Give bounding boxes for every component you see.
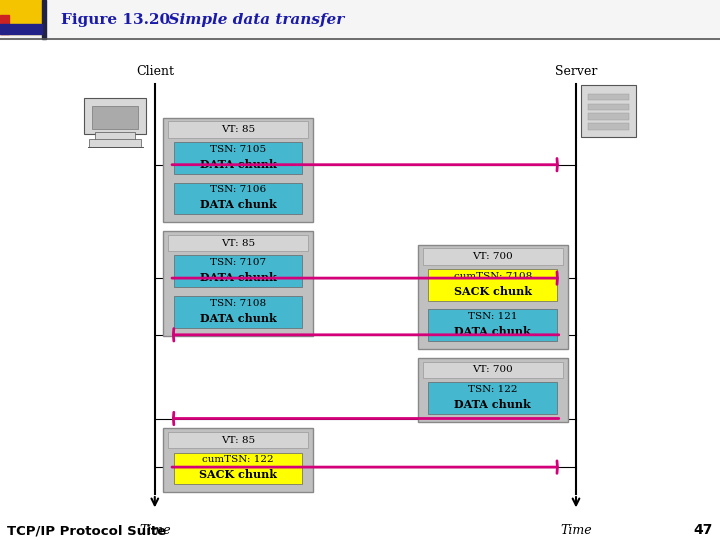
Bar bbox=[174, 453, 302, 484]
Text: TSN: 7108: TSN: 7108 bbox=[210, 299, 266, 308]
Text: VT: 85: VT: 85 bbox=[221, 239, 255, 247]
Text: SACK chunk: SACK chunk bbox=[199, 469, 277, 481]
Text: cumTSN: 7108: cumTSN: 7108 bbox=[454, 272, 532, 281]
Text: cumTSN: 122: cumTSN: 122 bbox=[202, 455, 274, 464]
Bar bbox=[588, 94, 629, 100]
Text: Figure 13.20: Figure 13.20 bbox=[61, 13, 171, 26]
Text: VT: 85: VT: 85 bbox=[221, 125, 255, 134]
Bar bbox=[168, 122, 308, 138]
Text: Client: Client bbox=[136, 65, 174, 78]
Text: TSN: 122: TSN: 122 bbox=[468, 385, 518, 394]
Text: TCP/IP Protocol Suite: TCP/IP Protocol Suite bbox=[7, 524, 166, 537]
Bar bbox=[428, 269, 557, 301]
Text: Server: Server bbox=[555, 65, 597, 78]
Text: DATA chunk: DATA chunk bbox=[199, 313, 276, 324]
Text: TSN: 7106: TSN: 7106 bbox=[210, 185, 266, 194]
Text: Simple data transfer: Simple data transfer bbox=[158, 13, 345, 26]
Bar bbox=[428, 309, 557, 341]
Bar bbox=[95, 132, 135, 140]
FancyBboxPatch shape bbox=[163, 428, 313, 492]
Bar bbox=[0, 0, 720, 39]
Text: TSN: 121: TSN: 121 bbox=[468, 312, 518, 321]
Text: VT: 700: VT: 700 bbox=[472, 252, 513, 261]
Bar bbox=[168, 432, 308, 448]
Bar bbox=[0, 0, 42, 34]
Text: DATA chunk: DATA chunk bbox=[199, 272, 276, 284]
Text: DATA chunk: DATA chunk bbox=[199, 159, 276, 170]
Text: TSN: 7107: TSN: 7107 bbox=[210, 258, 266, 267]
FancyBboxPatch shape bbox=[418, 358, 568, 422]
Bar bbox=[168, 235, 308, 251]
Text: DATA chunk: DATA chunk bbox=[199, 199, 276, 211]
Bar bbox=[42, 0, 46, 39]
Text: DATA chunk: DATA chunk bbox=[454, 399, 531, 410]
Bar bbox=[174, 142, 302, 174]
Text: VT: 700: VT: 700 bbox=[472, 366, 513, 374]
Bar bbox=[89, 139, 141, 147]
Text: VT: 85: VT: 85 bbox=[221, 436, 255, 444]
Bar bbox=[0, 15, 9, 34]
Bar bbox=[588, 104, 629, 110]
Text: Time: Time bbox=[560, 524, 592, 537]
Text: 47: 47 bbox=[693, 523, 713, 537]
FancyBboxPatch shape bbox=[581, 85, 636, 137]
Text: DATA chunk: DATA chunk bbox=[454, 326, 531, 338]
FancyBboxPatch shape bbox=[418, 245, 568, 349]
Bar bbox=[92, 106, 138, 129]
Text: SACK chunk: SACK chunk bbox=[454, 286, 532, 297]
Bar bbox=[174, 183, 302, 214]
FancyBboxPatch shape bbox=[84, 98, 146, 134]
Bar bbox=[428, 382, 557, 414]
Bar bbox=[423, 362, 563, 378]
Bar bbox=[588, 113, 629, 120]
FancyBboxPatch shape bbox=[163, 118, 313, 222]
Bar bbox=[423, 248, 563, 265]
Bar bbox=[588, 123, 629, 130]
Bar bbox=[174, 296, 302, 328]
FancyBboxPatch shape bbox=[163, 231, 313, 336]
Text: Time: Time bbox=[139, 524, 171, 537]
Bar bbox=[0, 24, 42, 34]
Bar bbox=[174, 255, 302, 287]
Text: TSN: 7105: TSN: 7105 bbox=[210, 145, 266, 154]
